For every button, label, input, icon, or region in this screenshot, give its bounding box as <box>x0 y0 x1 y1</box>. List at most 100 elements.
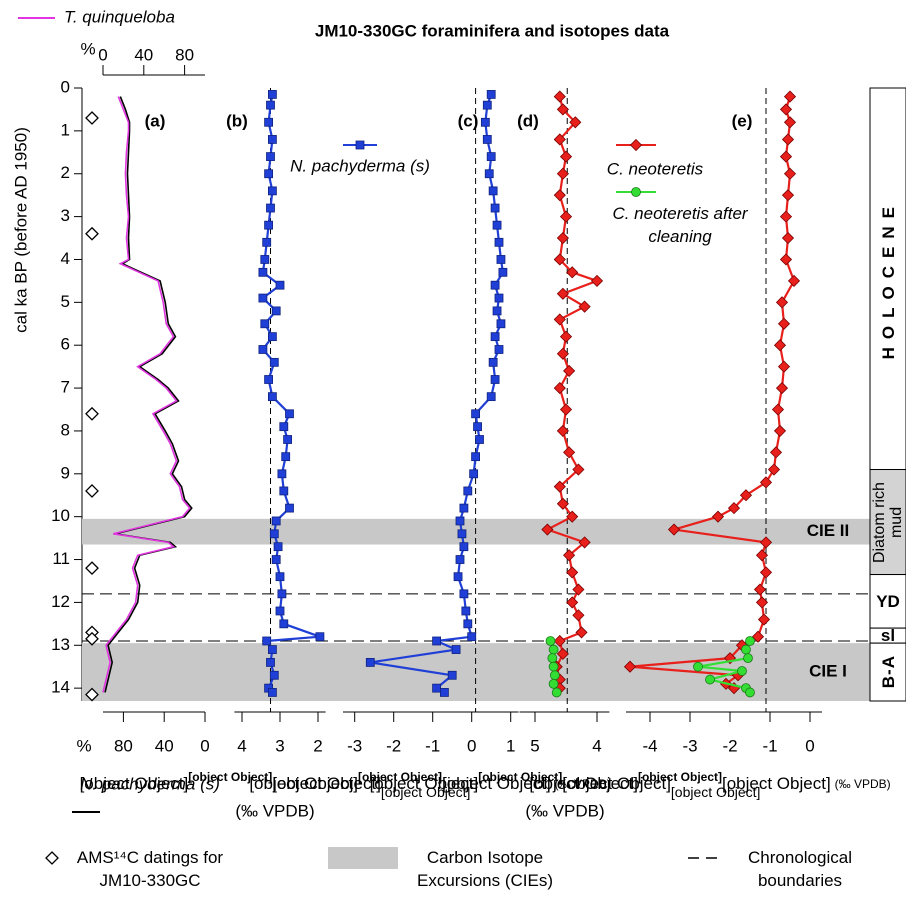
x-tick-label: -1 <box>425 736 440 755</box>
data-point <box>482 135 492 144</box>
data-point <box>551 687 562 698</box>
data-point <box>267 392 277 402</box>
data-point <box>767 463 781 476</box>
data-point <box>488 357 498 367</box>
data-point <box>739 489 753 502</box>
data-point <box>556 231 569 245</box>
panel-label: (b) <box>226 111 248 130</box>
y-axis-label: cal ka BP (before AD 1950) <box>11 127 30 333</box>
data-point <box>480 117 490 127</box>
data-point <box>553 189 566 202</box>
data-point <box>553 480 566 493</box>
x-axis-label-part: [object Object] <box>671 784 761 800</box>
zone-label: HOLOCENE <box>870 88 906 470</box>
legend-label: C. neoteretis <box>607 159 704 178</box>
zone-text: Diatom rich mud <box>871 481 905 563</box>
data-point <box>264 169 274 179</box>
x-axis-label-part: [object Object] <box>562 774 671 793</box>
data-point <box>545 636 556 646</box>
x-tick-label: 2 <box>313 736 322 755</box>
data-point <box>553 133 566 146</box>
data-point <box>266 203 275 213</box>
data-point <box>455 555 465 564</box>
y-tick-label: 8 <box>61 420 70 439</box>
data-point <box>783 116 797 129</box>
panel-label: (d) <box>517 111 539 130</box>
legend-label: N. pachyderma (s) <box>80 774 220 793</box>
ams-date <box>85 111 99 125</box>
legend-marker <box>355 140 365 150</box>
ams-date <box>85 484 99 498</box>
data-point <box>482 100 492 110</box>
data-point <box>451 645 461 654</box>
data-point <box>559 210 573 223</box>
zone <box>869 469 906 576</box>
data-point <box>262 237 272 247</box>
data-point <box>693 661 703 672</box>
data-point <box>266 100 275 110</box>
data-point <box>549 670 560 681</box>
data-point <box>773 424 787 438</box>
data-point <box>264 375 274 384</box>
data-point <box>556 424 569 438</box>
data-point <box>783 90 797 103</box>
x-tick-label: 5 <box>530 736 539 755</box>
data-point <box>572 463 585 476</box>
data-point <box>492 220 502 230</box>
data-point <box>267 90 277 99</box>
x2-unit: % <box>80 39 95 58</box>
x-axis-label-part: [object Object] <box>272 774 381 793</box>
x-tick-label: 80 <box>114 736 133 755</box>
data-point <box>775 382 789 395</box>
y-tick-label: 13 <box>51 635 70 654</box>
data-point <box>484 169 494 179</box>
zone <box>869 642 906 702</box>
data-point <box>260 255 270 264</box>
y-tick-label: 3 <box>61 206 70 225</box>
data-point <box>439 688 449 697</box>
data-point <box>496 255 506 264</box>
data-point <box>755 549 769 562</box>
data-point <box>498 267 508 277</box>
legend-marker <box>45 851 59 865</box>
data-point <box>559 403 573 416</box>
data-point <box>556 647 569 660</box>
data-point <box>475 435 484 444</box>
x-axis-label-part: [object Object] <box>381 784 471 800</box>
data-point <box>273 542 283 552</box>
data-point <box>781 133 795 146</box>
x-tick-label: 0 <box>200 736 209 755</box>
data-point <box>757 613 771 626</box>
data-point <box>271 306 281 316</box>
ams-date <box>85 406 99 421</box>
data-point <box>541 523 554 536</box>
x-tick-label: -1 <box>762 736 777 755</box>
data-point <box>275 572 285 582</box>
data-point <box>285 503 294 513</box>
legend-swatch <box>328 847 398 869</box>
data-point <box>432 683 442 693</box>
data-point <box>264 117 274 127</box>
data-point <box>269 357 279 367</box>
data-point <box>267 332 277 342</box>
data-point <box>547 653 558 664</box>
x-axis-unit: (‰ VPDB) <box>835 777 891 791</box>
data-point <box>553 634 566 648</box>
data-point <box>453 572 463 582</box>
data-point <box>490 203 500 213</box>
data-point <box>279 619 289 629</box>
chart-title: JM10-330GC foraminifera and isotopes dat… <box>315 21 670 40</box>
data-point <box>260 319 270 329</box>
ams-date <box>85 226 99 241</box>
x-axis-unit: (‰ VPDB) <box>525 801 604 820</box>
data-point <box>467 632 477 642</box>
data-point <box>281 452 291 462</box>
x-tick-label: -3 <box>682 736 697 755</box>
data-point <box>553 313 566 326</box>
x-tick-label: 1 <box>506 736 515 755</box>
x-axis-label-part: [object Object] <box>442 774 551 793</box>
data-point <box>775 296 789 309</box>
data-point <box>279 486 289 496</box>
data-point <box>463 619 473 629</box>
